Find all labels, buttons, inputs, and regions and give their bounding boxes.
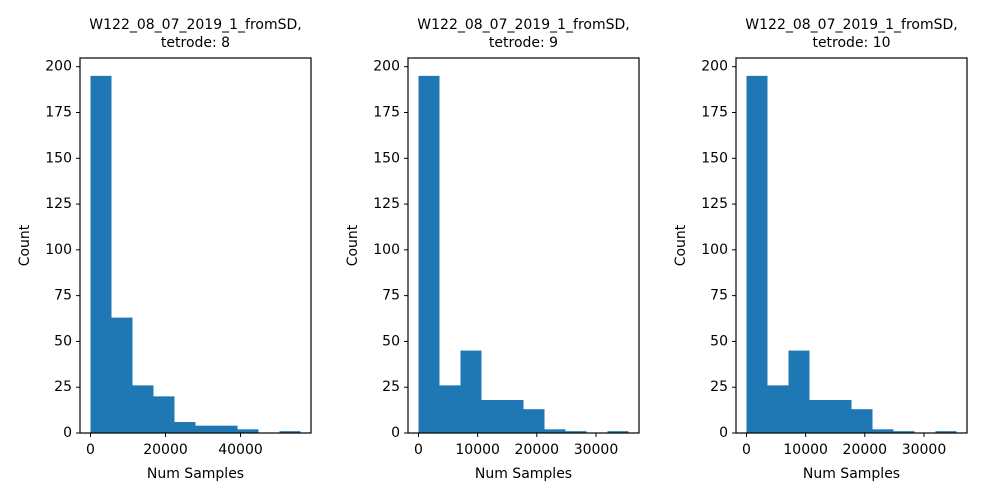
bar — [279, 431, 301, 433]
bar — [111, 317, 133, 433]
x-tick-label: 20000 — [843, 442, 888, 458]
chart-title: tetrode: 8 — [161, 35, 230, 51]
chart-title: tetrode: 9 — [489, 35, 558, 51]
y-tick-label: 50 — [710, 333, 728, 349]
bar — [607, 431, 629, 433]
y-tick-label: 100 — [701, 242, 728, 258]
bar — [174, 422, 196, 433]
y-tick-label: 50 — [54, 333, 72, 349]
y-tick-label: 25 — [382, 379, 400, 395]
x-tick-label: 40000 — [218, 442, 263, 458]
y-tick-label: 175 — [45, 104, 72, 120]
y-tick-label: 0 — [63, 425, 72, 441]
y-axis-label: Count — [673, 224, 689, 266]
x-tick-label: 30000 — [574, 442, 619, 458]
bar — [523, 409, 545, 433]
y-tick-label: 50 — [382, 333, 400, 349]
chart-title: tetrode: 10 — [812, 35, 890, 51]
x-axis-label: Num Samples — [803, 466, 900, 482]
x-tick-label: 0 — [86, 442, 95, 458]
y-tick-label: 0 — [391, 425, 400, 441]
bar — [746, 75, 768, 433]
y-tick-label: 125 — [373, 196, 400, 212]
x-axis-label: Num Samples — [147, 466, 244, 482]
bar — [544, 429, 566, 433]
x-tick-label: 20000 — [143, 442, 188, 458]
bar — [460, 350, 482, 433]
axes-frame — [407, 57, 640, 434]
bar — [502, 400, 524, 433]
y-tick-label: 175 — [373, 104, 400, 120]
y-axis-label: Count — [17, 224, 33, 266]
y-tick-label: 75 — [382, 288, 400, 304]
x-axis-label: Num Samples — [475, 466, 572, 482]
y-axis-label: Count — [345, 224, 361, 266]
x-tick-label: 30000 — [902, 442, 947, 458]
bar — [90, 75, 112, 433]
bar — [872, 429, 894, 433]
bar — [153, 396, 175, 433]
bar — [851, 409, 873, 433]
y-tick-label: 75 — [54, 288, 72, 304]
y-tick-label: 25 — [710, 379, 728, 395]
y-tick-label: 75 — [710, 288, 728, 304]
x-tick-label: 0 — [742, 442, 751, 458]
x-tick-label: 0 — [414, 442, 423, 458]
y-tick-label: 150 — [701, 150, 728, 166]
bar — [788, 350, 810, 433]
bar — [809, 400, 831, 433]
chart-title: W122_08_07_2019_1_fromSD, — [417, 17, 629, 33]
y-tick-label: 0 — [719, 425, 728, 441]
y-tick-label: 100 — [373, 242, 400, 258]
y-tick-label: 150 — [45, 150, 72, 166]
bar — [418, 75, 440, 433]
y-tick-label: 100 — [45, 242, 72, 258]
bar — [565, 431, 587, 433]
bar — [195, 425, 217, 433]
chart-title: W122_08_07_2019_1_fromSD, — [89, 17, 301, 33]
y-tick-label: 200 — [373, 59, 400, 75]
chart-title: W122_08_07_2019_1_fromSD, — [745, 17, 957, 33]
x-tick-label: 10000 — [783, 442, 828, 458]
y-tick-label: 200 — [701, 59, 728, 75]
bar — [893, 431, 915, 433]
bar — [237, 429, 259, 433]
bar — [132, 385, 154, 433]
bar — [216, 425, 238, 433]
y-tick-label: 125 — [45, 196, 72, 212]
axes-frame — [735, 57, 968, 434]
y-tick-label: 25 — [54, 379, 72, 395]
bar — [481, 400, 503, 433]
y-tick-label: 175 — [701, 104, 728, 120]
y-tick-label: 125 — [701, 196, 728, 212]
bar — [767, 385, 789, 433]
y-tick-label: 150 — [373, 150, 400, 166]
bar — [830, 400, 852, 433]
bar — [439, 385, 461, 433]
bar — [935, 431, 957, 433]
x-tick-label: 20000 — [515, 442, 560, 458]
axes-frame — [79, 57, 312, 434]
y-tick-label: 200 — [45, 59, 72, 75]
x-tick-label: 10000 — [455, 442, 500, 458]
